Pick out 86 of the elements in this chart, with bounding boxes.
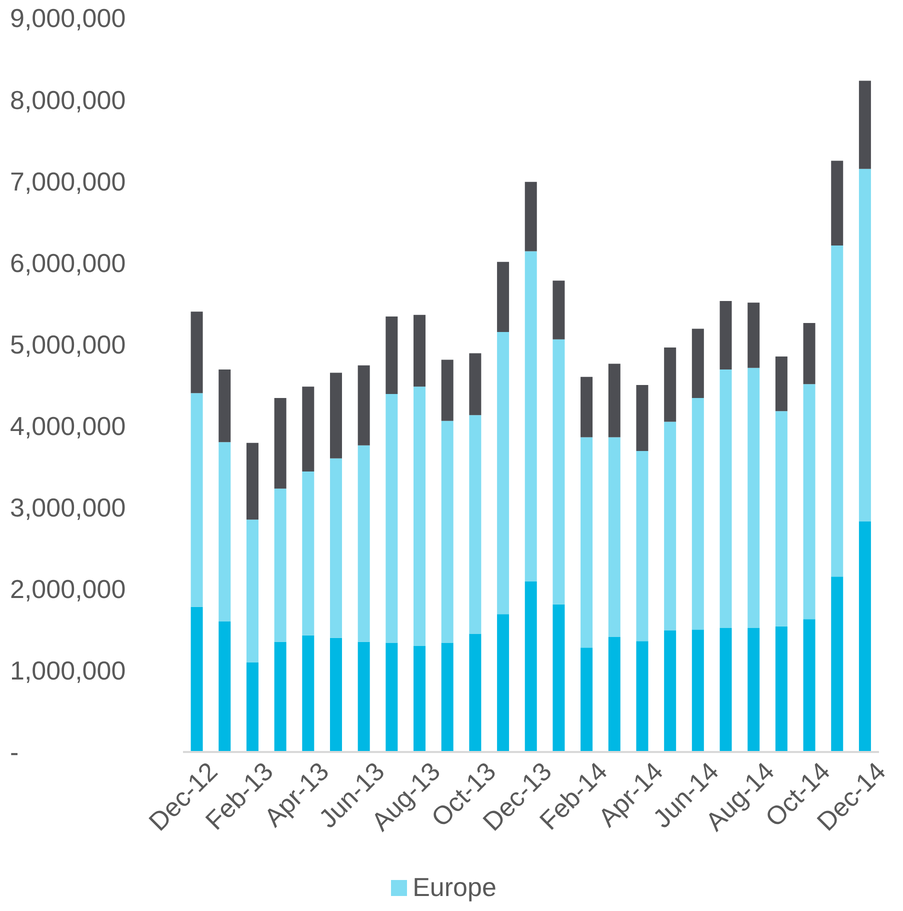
bar bbox=[524, 582, 537, 752]
legend-label: Europe bbox=[412, 872, 496, 903]
bar bbox=[386, 642, 398, 752]
bar bbox=[302, 635, 314, 752]
y-tick-label: 8,000,000 bbox=[10, 84, 126, 115]
bar bbox=[664, 422, 676, 630]
bar bbox=[831, 160, 844, 246]
bar bbox=[748, 628, 760, 752]
bar bbox=[274, 488, 286, 642]
bar bbox=[497, 262, 510, 332]
bar bbox=[274, 398, 286, 489]
bar bbox=[858, 168, 871, 522]
bar bbox=[552, 604, 565, 752]
bar bbox=[497, 614, 510, 752]
bar bbox=[441, 360, 454, 421]
bar bbox=[358, 642, 370, 752]
bar bbox=[858, 521, 871, 752]
bar bbox=[720, 628, 732, 752]
bar bbox=[748, 302, 760, 368]
bar bbox=[636, 451, 648, 642]
y-tick-label: 7,000,000 bbox=[10, 166, 126, 196]
bar bbox=[246, 442, 258, 520]
bar bbox=[469, 634, 482, 752]
bar bbox=[720, 301, 732, 370]
y-tick-label: 9,000,000 bbox=[10, 3, 126, 34]
bar bbox=[608, 637, 620, 752]
y-tick-label: 2,000,000 bbox=[10, 574, 126, 604]
y-tick-label: 5,000,000 bbox=[10, 329, 126, 360]
bar bbox=[246, 662, 258, 752]
bar bbox=[358, 365, 370, 446]
y-tick-label: 3,000,000 bbox=[10, 492, 126, 523]
bar bbox=[469, 353, 482, 416]
bar bbox=[580, 437, 593, 648]
bar bbox=[775, 411, 788, 626]
bar bbox=[608, 364, 620, 438]
bar bbox=[831, 576, 844, 752]
bar bbox=[274, 642, 286, 752]
bar bbox=[720, 370, 732, 628]
bar bbox=[190, 393, 203, 607]
bar bbox=[580, 376, 593, 438]
y-tick-label: 6,000,000 bbox=[10, 248, 126, 278]
bar bbox=[414, 386, 426, 646]
bar bbox=[386, 394, 398, 643]
bar bbox=[330, 458, 342, 638]
bar bbox=[218, 622, 231, 752]
bar bbox=[330, 372, 342, 458]
bar bbox=[692, 328, 704, 398]
bar bbox=[636, 385, 648, 452]
bar bbox=[302, 386, 314, 472]
bar bbox=[441, 642, 454, 752]
bar bbox=[414, 646, 426, 752]
bar bbox=[190, 606, 203, 752]
bar bbox=[330, 638, 342, 752]
bar bbox=[524, 251, 537, 582]
bar bbox=[775, 626, 788, 752]
bar bbox=[386, 316, 398, 394]
bar bbox=[803, 323, 816, 384]
bar bbox=[246, 520, 258, 662]
y-tick-label: - bbox=[10, 737, 19, 768]
y-tick-label: 4,000,000 bbox=[10, 411, 126, 442]
bar bbox=[664, 347, 676, 422]
bar bbox=[218, 442, 231, 622]
bar bbox=[803, 384, 816, 620]
bar bbox=[608, 437, 620, 638]
bar bbox=[580, 648, 593, 752]
bar bbox=[190, 312, 203, 394]
bar bbox=[858, 80, 871, 169]
bar bbox=[664, 630, 676, 752]
bar bbox=[441, 420, 454, 643]
bar bbox=[803, 619, 816, 752]
bar bbox=[218, 370, 231, 442]
bar bbox=[636, 641, 648, 752]
bar bbox=[552, 339, 565, 604]
bar bbox=[358, 445, 370, 642]
bar bbox=[775, 356, 788, 412]
bar bbox=[524, 182, 537, 252]
bar bbox=[469, 415, 482, 634]
bar bbox=[692, 630, 704, 752]
y-tick-label: 1,000,000 bbox=[10, 656, 126, 686]
bar bbox=[552, 280, 565, 340]
bar bbox=[831, 246, 844, 577]
bar bbox=[692, 398, 704, 630]
bar bbox=[497, 332, 510, 614]
bar bbox=[748, 368, 760, 628]
bar bbox=[302, 471, 314, 636]
bar bbox=[414, 314, 426, 387]
